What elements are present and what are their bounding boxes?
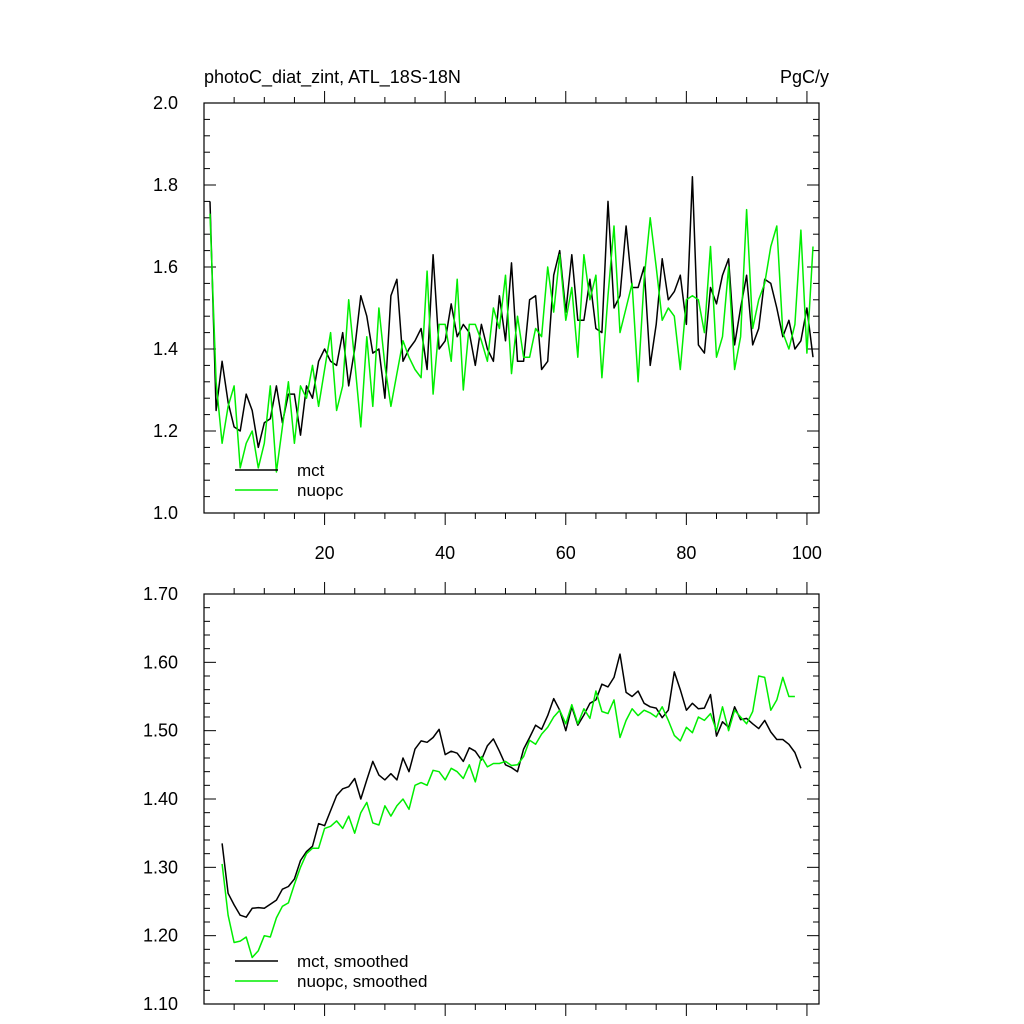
axis-ticks: 1.0 1.2 1.4 1.6 1.8 2.0 20 40 60 80 100: [153, 91, 822, 563]
y-tick-label: 1.10: [143, 994, 178, 1014]
y-tick-label: 2.0: [153, 93, 178, 113]
series-line-nuopc-smoothed: [221, 675, 795, 959]
x-tick-label: 60: [556, 543, 576, 563]
series-lines: [209, 176, 814, 473]
legend-label-nuopc: nuopc: [297, 481, 344, 500]
y-tick-label: 1.40: [143, 789, 178, 809]
series-line-nuopc: [209, 208, 814, 473]
y-tick-label: 1.0: [153, 503, 178, 523]
y-tick-label: 1.70: [143, 584, 178, 604]
plot-frame: [203, 102, 820, 514]
legend-label-mct: mct: [297, 461, 325, 480]
x-tick-label: 20: [315, 543, 335, 563]
y-tick-label: 1.8: [153, 175, 178, 195]
legend: mct, smoothed nuopc, smoothed: [235, 952, 427, 991]
y-tick-label: 1.60: [143, 652, 178, 672]
axis-ticks: 1.10 1.20 1.30 1.40 1.50 1.60 1.70: [143, 582, 819, 1016]
chart-bottom: 1.10 1.20 1.30 1.40 1.50 1.60 1.70 mct, smooth…: [143, 582, 820, 1016]
series-line-mct: [209, 176, 814, 449]
y-tick-label: 1.50: [143, 721, 178, 741]
plot-frame: [203, 593, 820, 1005]
y-tick-label: 1.4: [153, 339, 178, 359]
series-lines: [221, 653, 802, 959]
chart-units: PgC/y: [780, 67, 829, 87]
y-tick-label: 1.6: [153, 257, 178, 277]
y-tick-label: 1.2: [153, 421, 178, 441]
x-tick-label: 40: [435, 543, 455, 563]
x-tick-label: 80: [676, 543, 696, 563]
legend-label-mct-smoothed: mct, smoothed: [297, 952, 409, 971]
chart-top: photoC_diat_zint, ATL_18S-18N PgC/y 1.01…: [153, 67, 829, 563]
chart-title: photoC_diat_zint, ATL_18S-18N: [204, 67, 461, 88]
y-tick-label: 1.20: [143, 926, 178, 946]
legend-label-nuopc-smoothed: nuopc, smoothed: [297, 972, 427, 991]
series-line-mct-smoothed: [221, 653, 802, 918]
y-tick-label: 1.30: [143, 857, 178, 877]
x-tick-label: 100: [792, 543, 822, 563]
legend: mct nuopc: [235, 461, 344, 500]
